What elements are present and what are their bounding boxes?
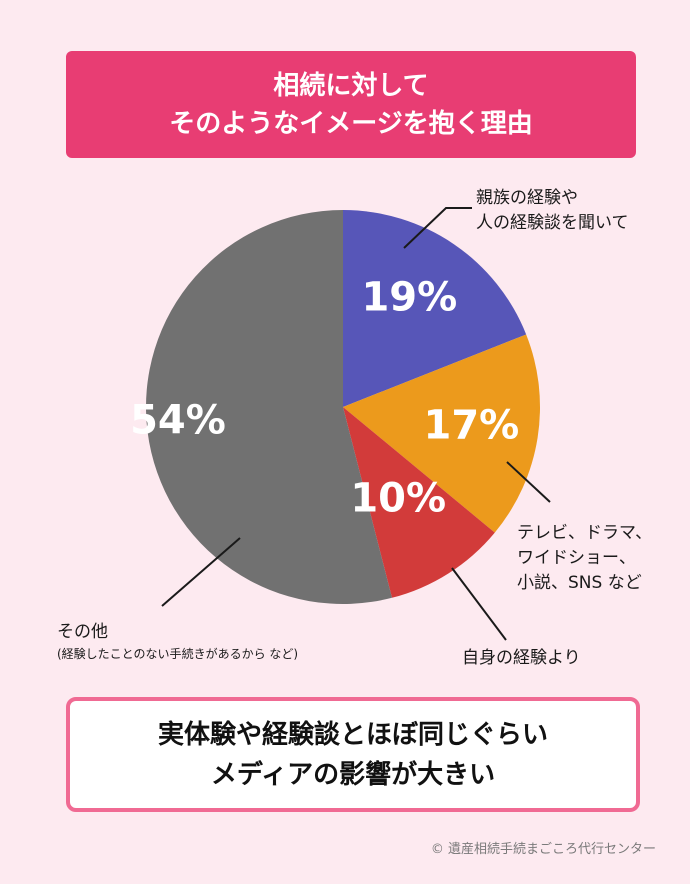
label-family-experience-line-2: 人の経験談を聞いて xyxy=(476,213,629,233)
conclusion-line-1: 実体験や経験談とほぼ同じぐらい xyxy=(157,719,548,750)
pie-chart: 19% 17% 10% 54% xyxy=(130,207,551,641)
copyright: © 遺産相続手続まごころ代行センター xyxy=(430,842,656,857)
label-own-experience: 自身の経験より xyxy=(462,646,581,671)
title-banner: 相続に対して そのようなイメージを抱く理由 xyxy=(66,51,636,158)
pie-slice xyxy=(343,407,495,598)
label-media-line-2: ワイドショー、 xyxy=(517,548,636,568)
label-family-experience: 親族の経験や 人の経験談を聞いて xyxy=(476,186,629,236)
pie-percent-label: 19% xyxy=(361,274,457,320)
label-family-experience-line-1: 親族の経験や xyxy=(476,188,578,208)
pie-percent-label: 10% xyxy=(350,476,446,522)
leader-line xyxy=(506,461,551,503)
pie-slice xyxy=(146,210,392,604)
leader-line xyxy=(451,567,507,641)
pie-percent-label: 17% xyxy=(424,402,520,448)
pie-slice xyxy=(343,210,527,407)
label-media-line-1: テレビ、ドラマ、 xyxy=(517,523,653,543)
pie-percent-label: 54% xyxy=(130,397,226,443)
leader-line xyxy=(403,207,472,249)
pie-slice xyxy=(343,334,540,533)
conclusion-box: 実体験や経験談とほぼ同じぐらい メディアの影響が大きい xyxy=(66,697,640,812)
title-line-1: 相続に対して xyxy=(273,70,429,101)
leader-line xyxy=(161,537,241,607)
label-other: その他 (経験したことのない手続きがあるから など) xyxy=(57,620,298,663)
title-line-2: そのようなイメージを抱く理由 xyxy=(169,108,533,139)
label-other-sublabel: (経験したことのない手続きがあるから など) xyxy=(57,647,299,661)
label-other-line-1: その他 xyxy=(57,622,108,642)
label-own-experience-line-1: 自身の経験より xyxy=(462,648,581,668)
conclusion-line-2: メディアの影響が大きい xyxy=(210,759,496,790)
label-media-line-3: 小説、SNS など xyxy=(517,573,642,593)
label-media: テレビ、ドラマ、 ワイドショー、 小説、SNS など xyxy=(517,521,652,596)
